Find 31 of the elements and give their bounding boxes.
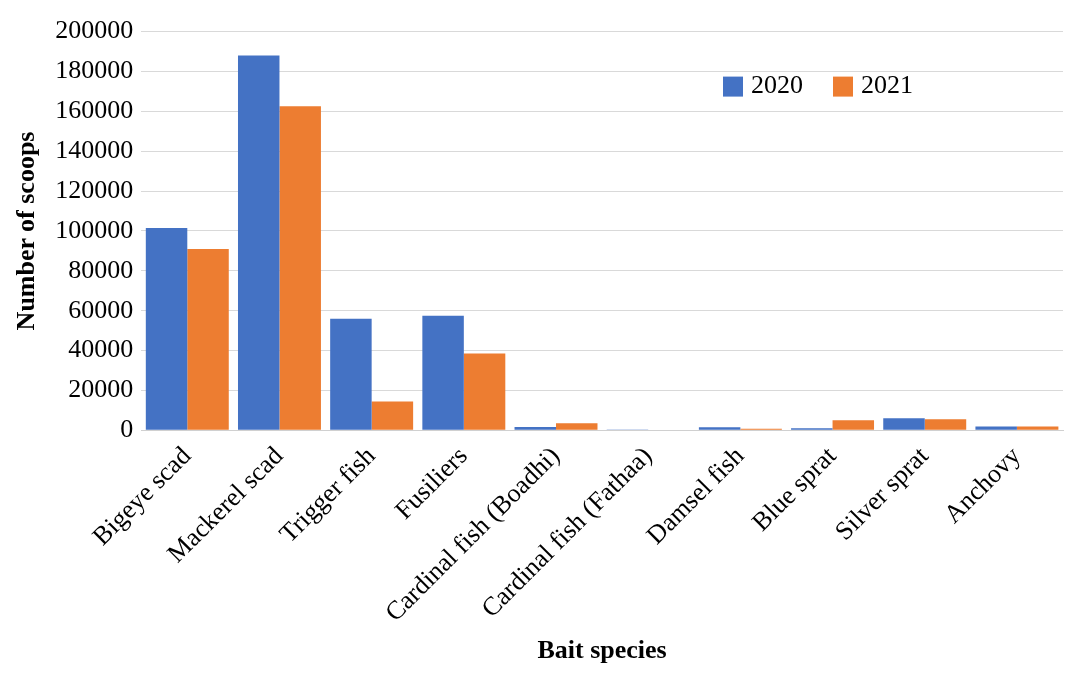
bar [145, 227, 188, 430]
y-tick-label: 60000 [68, 294, 134, 324]
y-axis-title: Number of scoops [11, 131, 41, 331]
y-tick-label: 100000 [55, 214, 134, 244]
bar [330, 318, 372, 430]
bar [556, 423, 598, 430]
bar [924, 419, 967, 430]
bar [422, 315, 464, 430]
bar [279, 106, 321, 430]
y-tick-label: 160000 [55, 95, 134, 125]
y-tick-label: 200000 [55, 15, 134, 45]
y-tick-label: 140000 [55, 135, 134, 165]
bar [698, 427, 741, 430]
y-tick-label: 0 [120, 414, 134, 444]
legend-label: 2020 [751, 70, 803, 100]
bar [883, 418, 925, 430]
legend-label: 2021 [861, 70, 913, 100]
bar [832, 420, 875, 430]
y-tick-label: 80000 [68, 254, 134, 284]
y-tick-label: 40000 [68, 334, 134, 364]
bar [237, 55, 280, 430]
y-tick-label: 20000 [68, 374, 134, 404]
bar [187, 248, 229, 430]
bar [975, 426, 1017, 430]
bar [514, 426, 557, 430]
y-tick-label: 120000 [55, 174, 134, 204]
bar [463, 353, 506, 430]
bar [1016, 426, 1059, 430]
x-axis-title: Bait species [537, 635, 667, 665]
bar [371, 401, 414, 430]
y-tick-label: 180000 [55, 55, 134, 85]
